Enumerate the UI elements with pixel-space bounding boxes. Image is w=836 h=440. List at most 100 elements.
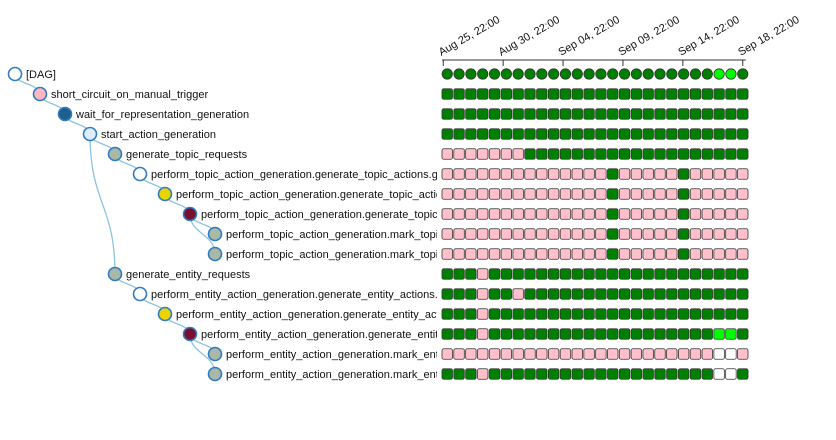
task-instance-square[interactable] [524,308,536,320]
task-instance-square[interactable] [453,128,465,140]
task-instance-square[interactable] [500,188,513,200]
task-instance-square[interactable] [488,228,501,240]
task-instance-square[interactable] [607,168,619,180]
task-instance-square[interactable] [524,328,536,340]
task-instance-square[interactable] [737,228,749,240]
dag-run-circle[interactable] [441,68,453,80]
task-instance-square[interactable] [607,268,619,280]
task-instance-square[interactable] [547,348,560,360]
task-instance-square[interactable] [512,188,524,200]
task-instance-square[interactable] [595,328,607,340]
task-instance-square[interactable] [512,328,524,340]
task-instance-square[interactable] [453,308,465,320]
task-instance-square[interactable] [642,128,654,140]
task-instance-square[interactable] [725,128,737,140]
dag-run-circle[interactable] [689,68,702,80]
task-instance-square[interactable] [488,208,501,220]
task-instance-square[interactable] [713,268,725,280]
task-node[interactable] [207,366,223,382]
task-instance-square[interactable] [441,128,453,140]
task-instance-square[interactable] [500,168,513,180]
task-instance-square[interactable] [701,308,713,320]
task-instance-square[interactable] [713,248,725,260]
task-instance-square[interactable] [630,248,643,260]
task-instance-square[interactable] [583,308,595,320]
task-instance-square[interactable] [666,348,678,360]
task-instance-square[interactable] [512,128,524,140]
task-instance-square[interactable] [583,108,595,120]
task-label[interactable]: wait_for_representation_generation [75,109,249,121]
task-instance-square[interactable] [595,88,607,100]
task-instance-square[interactable] [654,88,666,100]
task-instance-square[interactable] [678,328,690,340]
task-instance-square[interactable] [524,368,536,380]
task-instance-square[interactable] [654,208,666,220]
task-instance-square[interactable] [654,148,666,160]
task-instance-square[interactable] [559,328,572,340]
task-instance-square[interactable] [678,88,690,100]
task-instance-square[interactable] [607,248,619,260]
task-instance-square[interactable] [500,88,513,100]
dag-run-circle[interactable] [737,68,749,80]
task-instance-square[interactable] [488,348,501,360]
task-instance-square[interactable] [618,228,631,240]
task-instance-square[interactable] [654,168,666,180]
task-instance-square[interactable] [571,368,583,380]
task-instance-square[interactable] [441,88,453,100]
task-instance-square[interactable] [547,108,560,120]
task-instance-square[interactable] [725,308,737,320]
task-instance-square[interactable] [488,148,501,160]
task-instance-square[interactable] [441,148,453,160]
task-instance-square[interactable] [477,108,489,120]
task-instance-square[interactable] [547,208,560,220]
task-instance-square[interactable] [536,348,548,360]
task-instance-square[interactable] [559,268,572,280]
task-instance-square[interactable] [583,348,595,360]
task-instance-square[interactable] [524,208,536,220]
task-instance-square[interactable] [559,188,572,200]
task-node[interactable] [82,126,98,142]
task-instance-square[interactable] [654,188,666,200]
task-instance-square[interactable] [595,128,607,140]
task-instance-square[interactable] [583,208,595,220]
task-instance-square[interactable] [536,88,548,100]
task-instance-square[interactable] [666,268,678,280]
task-instance-square[interactable] [500,108,513,120]
task-instance-square[interactable] [689,188,702,200]
task-instance-square[interactable] [500,228,513,240]
task-instance-square[interactable] [465,308,477,320]
task-instance-square[interactable] [559,248,572,260]
task-instance-square[interactable] [725,148,737,160]
task-instance-square[interactable] [583,128,595,140]
task-instance-square[interactable] [583,328,595,340]
task-instance-square[interactable] [678,308,690,320]
task-instance-square[interactable] [500,248,513,260]
task-node[interactable] [132,166,148,182]
task-instance-square[interactable] [618,328,631,340]
task-instance-square[interactable] [465,208,477,220]
task-node[interactable] [207,346,223,362]
task-instance-square[interactable] [595,188,607,200]
dag-run-circle[interactable] [512,68,524,80]
task-instance-square[interactable] [477,248,489,260]
task-label[interactable]: start_action_generation [101,129,216,141]
task-instance-square[interactable] [737,208,749,220]
task-instance-square[interactable] [642,368,654,380]
task-instance-square[interactable] [488,108,501,120]
task-instance-square[interactable] [583,168,595,180]
task-instance-square[interactable] [654,308,666,320]
task-instance-square[interactable] [713,188,725,200]
task-instance-square[interactable] [678,268,690,280]
task-instance-square[interactable] [737,328,749,340]
task-instance-square[interactable] [512,308,524,320]
task-instance-square[interactable] [737,168,749,180]
task-instance-square[interactable] [737,308,749,320]
task-instance-square[interactable] [607,88,619,100]
task-instance-square[interactable] [618,368,631,380]
task-instance-square[interactable] [512,248,524,260]
task-instance-square[interactable] [689,288,702,300]
task-instance-square[interactable] [737,128,749,140]
task-instance-square[interactable] [500,148,513,160]
task-instance-square[interactable] [512,288,524,300]
task-instance-square[interactable] [441,188,453,200]
